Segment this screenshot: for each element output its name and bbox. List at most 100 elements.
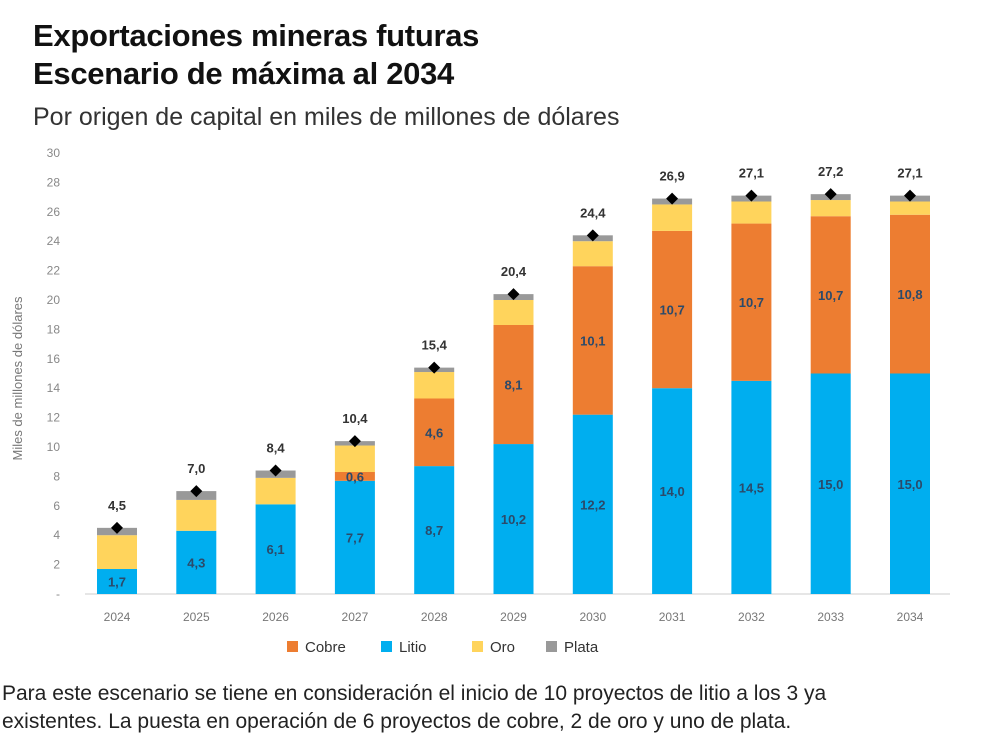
data-label-cobre: 10,7 [659, 303, 684, 318]
bar-cobre [731, 223, 772, 381]
data-label-cobre: 8,1 [504, 378, 522, 393]
total-marker [348, 435, 361, 448]
data-label-litio: 15,0 [897, 477, 922, 492]
bar-cobre [810, 216, 851, 374]
bar-oro [810, 200, 851, 217]
bar-litio [890, 373, 930, 594]
data-label-cobre: 0,6 [346, 469, 364, 484]
data-label-litio: 7,7 [346, 530, 364, 545]
bar-cobre [652, 230, 693, 389]
data-label-litio: 14,5 [739, 480, 764, 495]
x-tick-label: 2028 [421, 610, 448, 624]
bar-litio [97, 569, 137, 594]
legend-label-cobre: Cobre [305, 639, 346, 656]
data-label-litio: 10,2 [501, 512, 526, 527]
data-label-litio: 6,1 [267, 542, 285, 557]
bar-litio [572, 414, 613, 594]
data-label-cobre: 10,1 [580, 333, 605, 348]
footnote: Para este escenario se tiene en consider… [2, 680, 992, 736]
bar-oro [97, 535, 137, 570]
bar-litio [652, 388, 693, 594]
y-axis-label: Miles de millones de dólares [10, 296, 25, 461]
bar-oro [652, 204, 693, 231]
bar-litio [334, 480, 375, 594]
data-label-litio: 1,7 [108, 575, 126, 590]
total-marker [586, 229, 599, 242]
y-tick-label: 22 [47, 264, 61, 278]
data-label-cobre: 4,6 [425, 425, 443, 440]
data-label-litio: 8,7 [425, 523, 443, 538]
y-tick-label: 20 [47, 293, 61, 307]
y-tick-label: 8 [53, 469, 60, 483]
data-label-cobre: 10,8 [897, 287, 922, 302]
y-tick-label: 10 [47, 440, 61, 454]
total-label: 15,4 [422, 338, 448, 353]
subtitle: Por origen de capital en miles de millon… [33, 103, 620, 131]
total-label: 8,4 [267, 441, 286, 456]
x-tick-label: 2025 [183, 610, 210, 624]
bar-litio [493, 444, 534, 594]
y-tick-label: 6 [53, 499, 60, 513]
footnote-line-1: Para este escenario se tiene en consider… [2, 682, 827, 705]
x-tick-label: 2029 [500, 610, 527, 624]
bar-oro [493, 300, 534, 325]
legend-swatch-plata [546, 641, 557, 652]
bar-litio [414, 466, 455, 594]
x-tick-label: 2033 [817, 610, 844, 624]
bar-litio [810, 373, 851, 594]
total-label: 7,0 [187, 461, 205, 476]
legend-label-litio: Litio [399, 639, 427, 656]
y-tick-label: 2 [53, 558, 60, 572]
total-label: 4,5 [108, 498, 126, 513]
total-marker [904, 189, 916, 202]
total-label: 27,1 [897, 166, 922, 181]
data-label-litio: 12,2 [580, 497, 605, 512]
data-label-litio: 15,0 [818, 477, 843, 492]
bar-oro [572, 241, 613, 267]
data-label-litio: 14,0 [659, 484, 684, 499]
x-tick-label: 2034 [897, 610, 924, 624]
y-tick-label: - [56, 587, 60, 601]
total-marker [428, 361, 441, 374]
legend-label-plata: Plata [564, 639, 599, 656]
total-label: 26,9 [659, 169, 684, 184]
data-label-cobre: 10,7 [739, 295, 764, 310]
bar-cobre [334, 471, 375, 481]
y-tick-label: 26 [47, 205, 61, 219]
bar-oro [890, 201, 930, 215]
total-label: 27,2 [818, 164, 843, 179]
bar-oro [176, 499, 217, 531]
legend-swatch-oro [472, 641, 483, 652]
data-label-cobre: 10,7 [818, 288, 843, 303]
x-tick-label: 2030 [579, 610, 606, 624]
x-tick-label: 2027 [342, 610, 369, 624]
y-tick-label: 28 [47, 175, 61, 189]
y-tick-label: 16 [47, 352, 61, 366]
x-tick-label: 2024 [104, 610, 131, 624]
bar-oro [414, 372, 455, 399]
total-marker [269, 464, 282, 477]
y-tick-label: 12 [47, 411, 61, 425]
total-marker [666, 192, 679, 205]
bar-litio [731, 380, 772, 594]
bar-cobre [572, 266, 613, 415]
y-tick-label: 18 [47, 322, 61, 336]
total-marker [111, 521, 123, 534]
title-line-1: Exportaciones mineras futuras [33, 18, 480, 53]
y-tick-label: 24 [47, 234, 61, 248]
y-tick-label: 4 [53, 528, 60, 542]
bar-oro [731, 201, 772, 224]
footnote-line-2: existentes. La puesta en operación de 6 … [2, 710, 792, 733]
legend-swatch-litio [381, 641, 392, 652]
y-tick-label: 14 [47, 381, 61, 395]
total-label: 20,4 [501, 264, 527, 279]
legend-swatch-cobre [287, 641, 298, 652]
total-marker [507, 288, 520, 301]
total-label: 10,4 [342, 411, 368, 426]
total-marker [745, 189, 758, 202]
bar-cobre [493, 324, 534, 445]
x-tick-label: 2026 [262, 610, 289, 624]
title-line-2: Escenario de máxima al 2034 [33, 56, 454, 91]
bar-litio [255, 504, 296, 594]
